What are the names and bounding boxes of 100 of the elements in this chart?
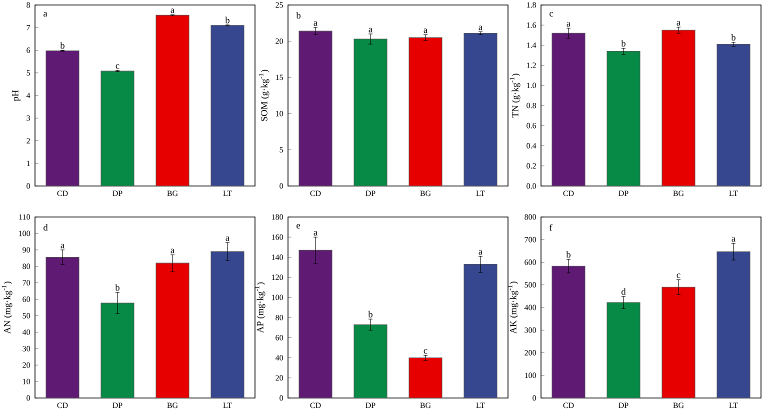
y-tick-label: 25 — [276, 2, 283, 8]
x-tick-label: LT — [223, 402, 232, 408]
y-tick-label: 0.6 — [526, 122, 536, 128]
x-tick-label: DP — [618, 190, 628, 196]
y-tick-label: 0 — [532, 395, 536, 401]
bar — [464, 32, 498, 186]
x-tick-label: CD — [310, 402, 321, 408]
y-tick-label: 0 — [280, 183, 283, 189]
y-tick-label: 110 — [19, 214, 30, 220]
x-tick-label: CD — [57, 402, 68, 408]
y-tick-label: 80 — [22, 264, 30, 270]
y-tick-label: 100 — [525, 372, 536, 378]
y-tick-label: 20 — [276, 375, 283, 381]
y-tick-label: 400 — [524, 304, 536, 310]
annotation: b — [368, 310, 372, 318]
y-tick-label: 40 — [22, 329, 30, 335]
bar — [662, 30, 696, 186]
y-tick-label: 7 — [26, 25, 30, 30]
annotation: b — [566, 251, 570, 258]
bar — [552, 266, 586, 398]
bar — [606, 50, 640, 186]
annotation: b — [225, 16, 230, 24]
bar — [606, 302, 640, 398]
y-tick-label: 140 — [272, 254, 283, 260]
bar — [408, 37, 442, 186]
bar — [464, 264, 498, 398]
x-tick-label: DP — [112, 190, 122, 196]
annotation: b — [115, 284, 120, 291]
y-tick-label: 10 — [23, 378, 30, 384]
x-tick-label: CD — [57, 190, 68, 196]
bar — [210, 25, 244, 186]
y-tick-label: 50 — [22, 313, 30, 318]
x-tick-label: LT — [476, 190, 485, 196]
y-tick-label: 100 — [272, 294, 283, 300]
annotation: c — [676, 274, 680, 278]
y-tick-label: 2 — [26, 138, 30, 144]
bar — [298, 250, 332, 398]
y-tick-label: 1.6 — [527, 22, 536, 28]
bar — [46, 257, 80, 398]
y-tick-label: 800 — [524, 214, 536, 220]
annotation: a — [226, 236, 230, 241]
y-axis-title: AP (mg·kg$^{-1}$) — [254, 282, 266, 333]
x-tick-label: BG — [673, 402, 684, 408]
x-tick-label: BG — [167, 190, 178, 196]
y-tick-label: 160 — [272, 234, 283, 240]
annotation: a — [60, 244, 64, 248]
bar — [354, 38, 388, 186]
bar — [716, 44, 750, 186]
x-tick-label: BG — [420, 402, 431, 408]
annotation: b — [60, 42, 64, 49]
y-tick-label: 600 — [524, 260, 536, 265]
y-tick-label: 40 — [275, 355, 283, 360]
annotation: f — [550, 224, 552, 231]
bar — [408, 358, 442, 398]
x-tick-label: BG — [167, 402, 178, 408]
bar — [100, 70, 134, 186]
y-tick-label: 15 — [276, 74, 283, 80]
x-tick-label: DP — [366, 402, 376, 408]
y-tick-label: 5 — [280, 147, 283, 152]
y-tick-label: 70 — [22, 280, 30, 286]
annotation: a — [676, 21, 680, 26]
annotation: b — [296, 12, 301, 19]
y-axis-title: pH — [12, 90, 20, 102]
y-axis-title: AK (mg·kg$^{-1}$) — [508, 282, 518, 334]
annotation: e — [296, 224, 300, 229]
bar — [210, 251, 244, 398]
y-tick-label: 120 — [272, 274, 283, 280]
y-tick-label: 6 — [26, 48, 30, 53]
annotation: a — [314, 21, 318, 26]
y-tick-label: 0.8 — [526, 102, 536, 108]
y-tick-label: 1.4 — [527, 42, 536, 48]
y-tick-label: 60 — [276, 334, 283, 340]
x-tick-label: CD — [310, 190, 321, 196]
bar — [46, 50, 80, 186]
y-tick-label: 8 — [26, 2, 30, 8]
y-tick-label: 300 — [524, 327, 536, 333]
x-tick-label: LT — [223, 190, 232, 196]
x-tick-label: LT — [476, 402, 485, 408]
annotation: d — [44, 224, 48, 231]
y-tick-label: 0.4 — [526, 143, 536, 148]
annotation: a — [314, 231, 318, 236]
x-tick-label: CD — [563, 402, 574, 408]
x-tick-label: LT — [729, 190, 738, 196]
annotation: b — [731, 34, 736, 41]
bar — [662, 286, 696, 398]
annotation: c — [550, 12, 554, 17]
bar — [716, 251, 750, 398]
y-tick-label: 3 — [26, 115, 30, 121]
annotation: c — [424, 349, 428, 354]
x-tick-label: DP — [112, 402, 122, 408]
annotation: c — [116, 64, 120, 69]
annotation: b — [621, 40, 626, 47]
x-tick-label: LT — [729, 402, 738, 408]
y-tick-label: 200 — [524, 350, 536, 356]
y-tick-label: 30 — [22, 346, 30, 352]
bar — [298, 30, 332, 186]
y-tick-label: 60 — [22, 296, 30, 302]
y-tick-label: 1.2 — [527, 62, 536, 68]
y-tick-label: 4 — [26, 92, 30, 98]
y-tick-label: 80 — [276, 314, 283, 320]
